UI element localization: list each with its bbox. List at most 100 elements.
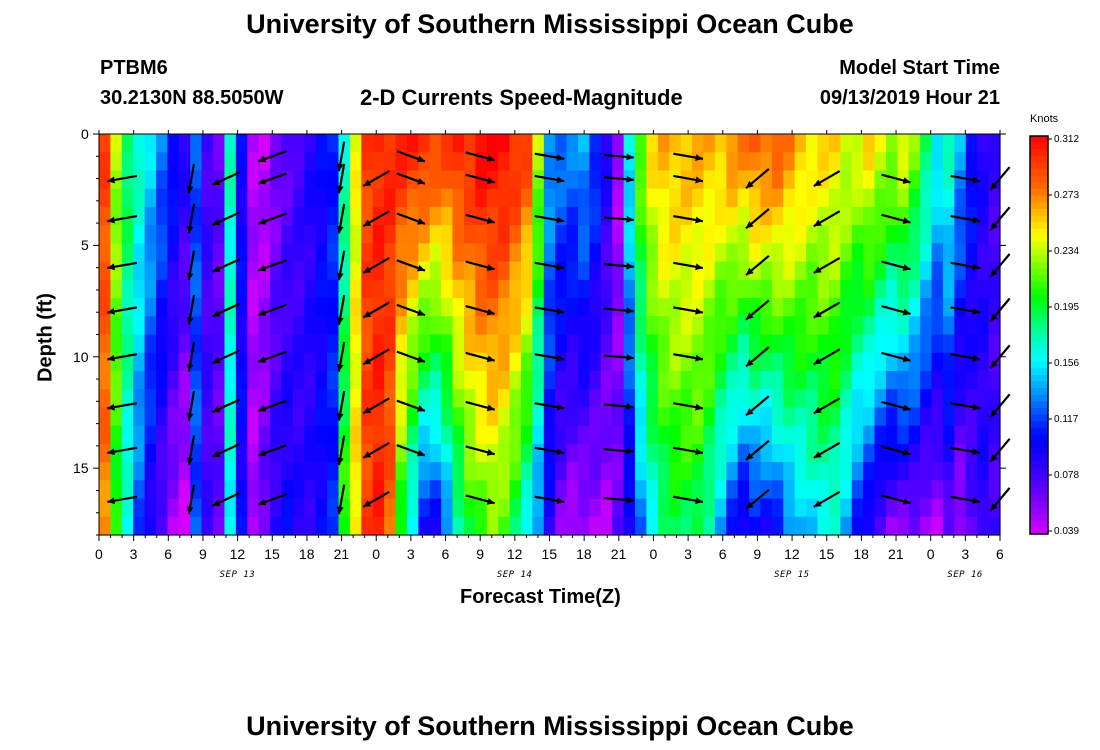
heatmap-cell: [942, 480, 955, 500]
heatmap-cell: [498, 243, 511, 263]
heatmap-cell: [509, 279, 522, 299]
heatmap-cell: [897, 370, 910, 390]
heatmap-cell: [235, 243, 248, 263]
colorbar-segment: [1030, 142, 1048, 150]
heatmap-cell: [714, 225, 727, 244]
heatmap-cell: [885, 243, 898, 263]
heatmap-cell: [441, 352, 454, 372]
heatmap-cell: [555, 480, 568, 500]
heatmap-cell: [441, 389, 454, 409]
heatmap-cell: [384, 498, 397, 518]
heatmap-cell: [509, 225, 522, 244]
heatmap-cell: [498, 298, 511, 317]
heatmap-cell: [429, 170, 442, 190]
heatmap-cell: [920, 134, 933, 153]
current-vector-head: [363, 266, 372, 273]
heatmap-cell: [441, 134, 454, 153]
heatmap-cell: [178, 425, 191, 445]
heatmap-cell: [726, 334, 739, 354]
heatmap-cell: [441, 334, 454, 354]
heatmap-cell: [612, 316, 625, 336]
heatmap-cell: [646, 516, 659, 536]
heatmap-cell: [828, 334, 841, 354]
heatmap-cell: [669, 425, 682, 445]
heatmap-cell: [578, 170, 591, 190]
heatmap-cell: [498, 352, 511, 372]
heatmap-cell: [749, 152, 762, 172]
heatmap-cell: [692, 370, 705, 390]
heatmap-cell: [395, 188, 408, 208]
heatmap-cell: [532, 225, 545, 244]
heatmap-cell: [646, 152, 659, 172]
x-tick-label: 18: [576, 546, 592, 562]
heatmap-cell: [224, 188, 237, 208]
heatmap-cell: [646, 225, 659, 244]
heatmap-cell: [885, 134, 898, 153]
colorbar-segment: [1030, 301, 1048, 310]
heatmap-cell: [406, 298, 419, 317]
colorbar-segment: [1030, 461, 1048, 469]
heatmap-cell: [863, 389, 876, 409]
heatmap-cell: [840, 389, 853, 409]
heatmap-cell: [794, 443, 807, 463]
current-vector-head: [695, 307, 703, 315]
current-vector-head: [902, 217, 911, 225]
heatmap-cell: [771, 261, 784, 281]
heatmap-cell: [349, 298, 362, 317]
heatmap-cell: [406, 498, 419, 518]
heatmap-cell: [817, 425, 830, 445]
heatmap-cell: [566, 206, 579, 226]
heatmap-cell: [349, 334, 362, 354]
heatmap-cell: [144, 407, 157, 427]
heatmap-cell: [441, 370, 454, 390]
heatmap-cell: [156, 425, 169, 445]
current-vector-head: [556, 403, 565, 411]
heatmap-cell: [327, 462, 340, 481]
heatmap-cell: [486, 279, 499, 299]
heatmap-cell: [806, 334, 819, 354]
heatmap-cell: [600, 243, 613, 263]
heatmap-cell: [965, 516, 978, 536]
heatmap-cell: [292, 261, 305, 281]
current-vector-head: [186, 185, 194, 194]
heatmap-cell: [395, 152, 408, 172]
heatmap-cell: [99, 279, 112, 299]
current-vector-head: [990, 409, 998, 418]
heatmap-cell: [589, 425, 602, 445]
heatmap-cell: [452, 206, 465, 226]
current-vector-head: [626, 403, 634, 410]
current-vector-head: [417, 264, 425, 272]
heatmap-cell: [977, 370, 990, 390]
heatmap-cell: [110, 462, 123, 481]
heatmap-cell: [714, 243, 727, 263]
heatmap-cell: [281, 516, 294, 536]
heatmap-cell: [110, 152, 123, 172]
heatmap-cell: [247, 352, 260, 372]
heatmap-cell: [327, 407, 340, 427]
heatmap-cell: [349, 134, 362, 153]
current-vector-head: [363, 451, 372, 458]
heatmap-cell: [281, 170, 294, 190]
heatmap-cell: [281, 279, 294, 299]
heatmap-cell: [532, 462, 545, 481]
heatmap-cell: [942, 134, 955, 153]
heatmap-cell: [908, 261, 921, 281]
heatmap-cell: [908, 498, 921, 518]
heatmap-cell: [327, 370, 340, 390]
current-vector-head: [556, 448, 565, 456]
heatmap-cell: [338, 480, 351, 500]
x-tick-label: 15: [818, 546, 835, 562]
heatmap-cell: [235, 261, 248, 281]
heatmap-cell: [908, 188, 921, 208]
heatmap-cell: [167, 407, 180, 427]
heatmap-cell: [315, 225, 328, 244]
heatmap-cell: [270, 462, 283, 481]
heatmap-cell: [156, 316, 169, 336]
heatmap-cell: [144, 462, 157, 481]
heatmap-cell: [292, 352, 305, 372]
heatmap-cell: [475, 425, 488, 445]
current-vector-head: [972, 497, 981, 505]
heatmap-cell: [714, 498, 727, 518]
heatmap-cell: [623, 425, 636, 445]
heatmap-cell: [509, 516, 522, 536]
